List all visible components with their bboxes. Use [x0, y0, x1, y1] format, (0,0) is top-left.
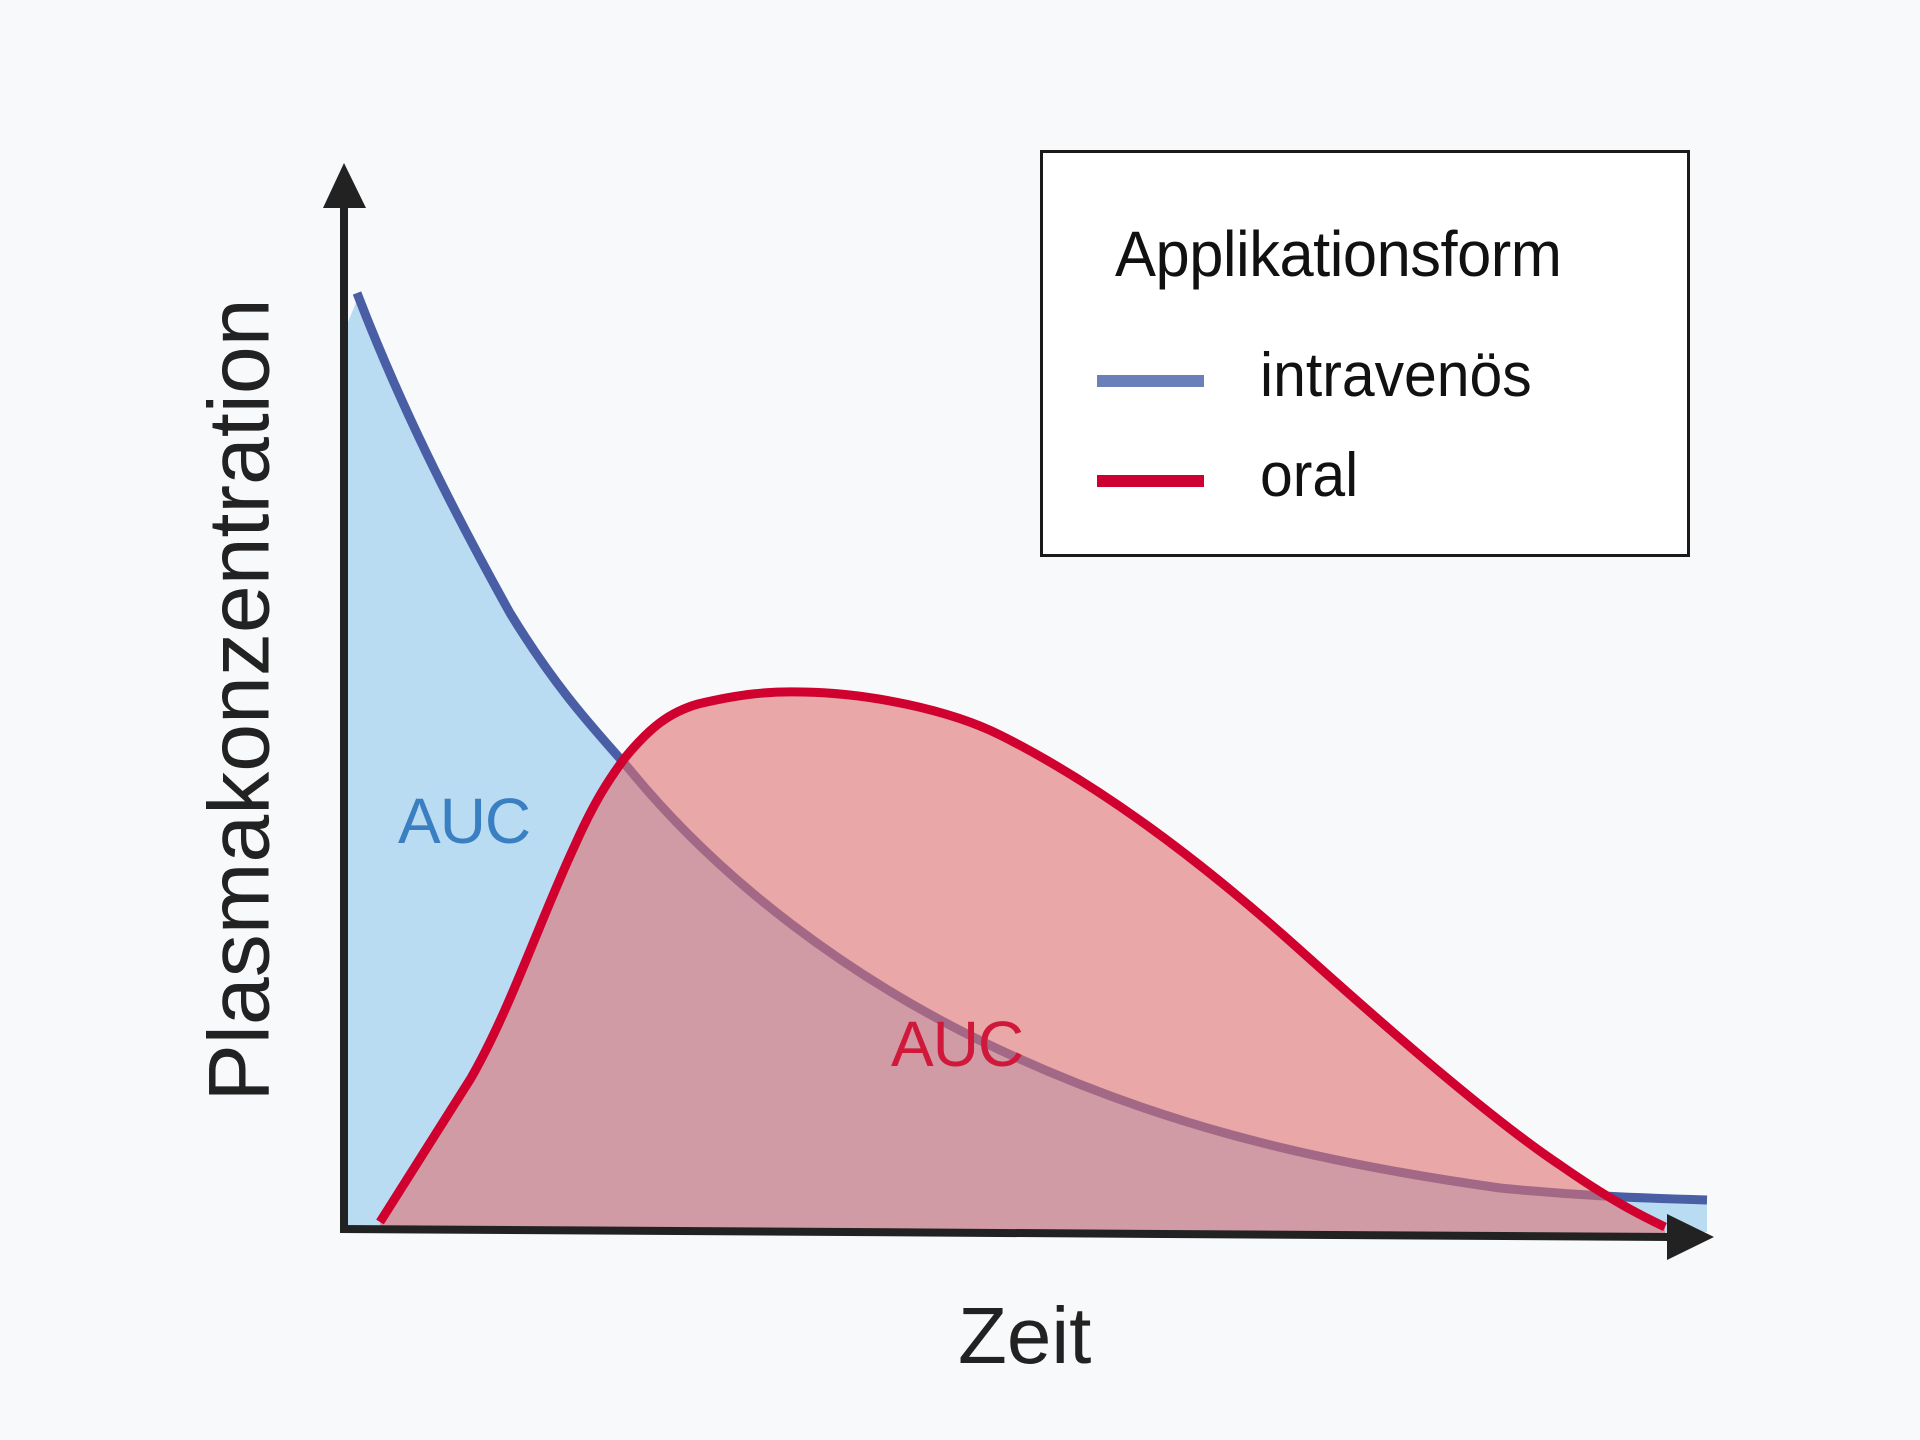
auc-label-iv: AUC [398, 785, 531, 857]
legend-item-oral: oral [1097, 441, 1657, 516]
oral-curve [376, 687, 1667, 1232]
legend: Applikationsform intravenös oral [1040, 150, 1690, 557]
x-axis-label: Zeit [958, 1291, 1092, 1380]
x-axis [339, 1225, 1673, 1241]
legend-label-intravenous: intravenös [1260, 341, 1532, 410]
y-axis-label: Plasmakonzentration [191, 298, 288, 1102]
oral-auc-area [380, 691, 1665, 1236]
y-axis-arrowhead [323, 163, 366, 208]
x-axis-arrowhead [1667, 1214, 1714, 1260]
legend-label-oral: oral [1260, 441, 1359, 510]
legend-swatch-oral [1097, 475, 1204, 487]
legend-swatch-intravenous [1097, 375, 1204, 387]
legend-item-intravenous: intravenös [1097, 341, 1657, 416]
legend-title: Applikationsform [1115, 218, 1562, 290]
auc-label-oral: AUC [891, 1008, 1024, 1080]
